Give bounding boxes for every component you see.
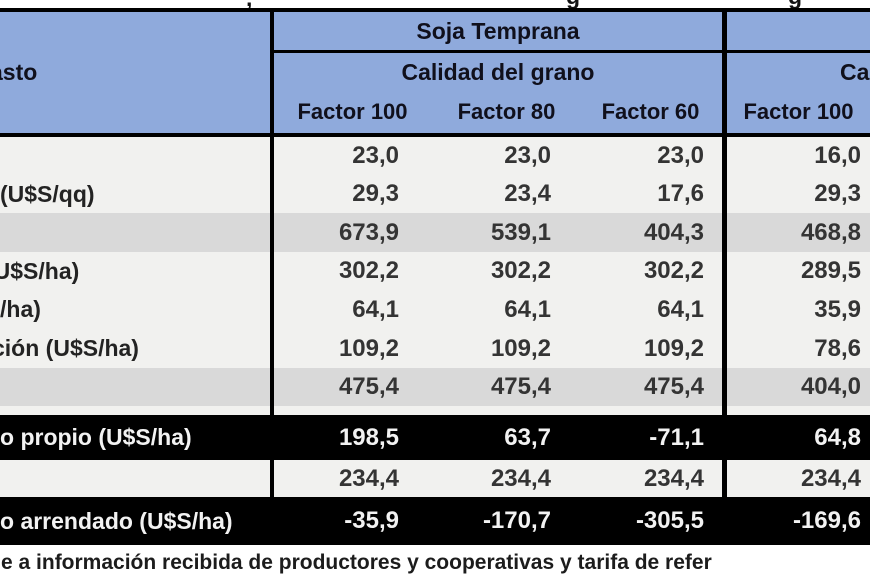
section-divider xyxy=(722,8,727,545)
cell-right-f100: 29,3 xyxy=(814,180,861,207)
row-label: /ha) xyxy=(0,296,41,322)
cell-soja-temprana-f80: 23,0 xyxy=(504,142,551,169)
row-label: (U$S/ha) xyxy=(0,257,80,284)
table-row-subtotal: 673,9 539,1 404,3 468,8 xyxy=(0,213,870,252)
column-header-factor-80: Factor 80 xyxy=(457,99,556,124)
row-label-cell xyxy=(0,460,270,497)
cell-right-f100: 35,9 xyxy=(814,295,861,323)
table-top-border xyxy=(0,8,870,12)
cell-soja-temprana-f80: 64,1 xyxy=(504,295,551,323)
cell-soja-temprana-f100: -35,9 xyxy=(344,507,399,534)
cell-soja-temprana-f60: 17,6 xyxy=(657,180,704,207)
row-label-cell: o propio (U$S/ha) xyxy=(0,415,270,460)
cropped-title-strip: , g g xyxy=(0,0,870,8)
cell-soja-temprana-f80: 234,4 xyxy=(490,464,551,492)
table-row: 23,0 23,0 23,0 16,0 xyxy=(0,137,870,175)
row-label-cell: (U$S/ha) xyxy=(0,252,270,290)
table-row-highlight: o propio (U$S/ha) 198,5 63,7 -71,1 64,8 xyxy=(0,415,870,460)
cropped-title-fragment: g xyxy=(788,0,802,8)
row-label-cell: o arrendado (U$S/ha) xyxy=(0,497,270,545)
cell-right-f100: 16,0 xyxy=(814,142,861,169)
cell-soja-temprana-f60: -71,1 xyxy=(649,423,704,451)
row-label-cell xyxy=(0,137,270,175)
column-header-factor-100: Factor 100 xyxy=(297,99,408,124)
cell-soja-temprana-f80: 23,4 xyxy=(504,180,551,207)
section-title-soja-temprana: Soja Temprana xyxy=(416,17,580,44)
cell-soja-temprana-f100: 29,3 xyxy=(352,180,399,207)
corner-header-cell: asto xyxy=(0,12,270,133)
header-bottom-border xyxy=(0,133,870,137)
row-label-cell xyxy=(0,213,270,252)
cell-soja-temprana-f80: 109,2 xyxy=(490,334,551,362)
cell-soja-temprana-f80: 475,4 xyxy=(490,373,551,400)
row-label-cell: /ha) xyxy=(0,290,270,329)
row-label-cell: (U$S/qq) xyxy=(0,175,270,213)
cell-right-f100: 404,0 xyxy=(800,373,861,400)
cell-right-f100: 289,5 xyxy=(800,257,861,284)
source-note: e a información recibida de productores … xyxy=(1,551,712,574)
cell-soja-temprana-f80: -170,7 xyxy=(482,507,551,534)
cell-soja-temprana-f60: 475,4 xyxy=(643,373,704,400)
cell-soja-temprana-f100: 198,5 xyxy=(338,423,399,451)
column-header-factor-100-right: Factor 100 xyxy=(743,99,854,124)
cell-soja-temprana-f60: 234,4 xyxy=(643,464,704,492)
table-row-subtotal: 475,4 475,4 475,4 404,0 xyxy=(0,368,870,406)
cell-soja-temprana-f80: 302,2 xyxy=(490,257,551,284)
table-row: 234,4 234,4 234,4 234,4 xyxy=(0,460,870,497)
cell-soja-temprana-f80: 63,7 xyxy=(504,423,551,451)
cell-soja-temprana-f60: 23,0 xyxy=(657,142,704,169)
table-row-highlight: o arrendado (U$S/ha) -35,9 -170,7 -305,5… xyxy=(0,497,870,545)
cell-soja-temprana-f60: 404,3 xyxy=(643,218,704,246)
table-row: ción (U$S/ha) 109,2 109,2 109,2 78,6 xyxy=(0,329,870,368)
table-row: /ha) 64,1 64,1 64,1 35,9 xyxy=(0,290,870,329)
cell-soja-temprana-f100: 64,1 xyxy=(352,295,399,323)
subtitle-right-fragment: Ca xyxy=(840,58,870,85)
cell-soja-temprana-f80: 539,1 xyxy=(490,218,551,246)
table-row: (U$S/qq) 29,3 23,4 17,6 29,3 xyxy=(0,175,870,213)
cell-soja-temprana-f100: 673,9 xyxy=(338,218,399,246)
cell-soja-temprana-f100: 23,0 xyxy=(352,142,399,169)
corner-header-label: asto xyxy=(0,59,38,85)
row-label: ción (U$S/ha) xyxy=(0,335,139,361)
label-column-divider xyxy=(270,8,274,545)
cell-soja-temprana-f60: 109,2 xyxy=(643,334,704,362)
row-label: (U$S/qq) xyxy=(0,180,95,207)
row-label-cell: ción (U$S/ha) xyxy=(0,329,270,368)
cell-soja-temprana-f100: 109,2 xyxy=(338,334,399,362)
column-header-factor-60: Factor 60 xyxy=(601,99,700,124)
row-label: o arrendado (U$S/ha) xyxy=(0,507,233,534)
cell-soja-temprana-f60: 302,2 xyxy=(643,257,704,284)
row-label-cell xyxy=(0,368,270,406)
cell-right-f100: 234,4 xyxy=(800,464,861,492)
cell-soja-temprana-f60: -305,5 xyxy=(635,507,704,534)
cell-right-f100: -169,6 xyxy=(792,507,861,534)
section-title-divider xyxy=(270,50,870,53)
cell-right-f100: 64,8 xyxy=(814,423,861,451)
row-label: o propio (U$S/ha) xyxy=(0,424,192,450)
cropped-title-fragment: g xyxy=(566,0,580,8)
cell-soja-temprana-f60: 64,1 xyxy=(657,295,704,323)
cell-soja-temprana-f100: 475,4 xyxy=(338,373,399,400)
cell-right-f100: 78,6 xyxy=(814,334,861,362)
cell-soja-temprana-f100: 234,4 xyxy=(338,464,399,492)
cell-soja-temprana-f100: 302,2 xyxy=(338,257,399,284)
table-row: (U$S/ha) 302,2 302,2 302,2 289,5 xyxy=(0,252,870,290)
cropped-title-fragment: , xyxy=(246,0,252,8)
subtitle-calidad-del-grano: Calidad del grano xyxy=(401,58,595,85)
row-spacer xyxy=(0,406,870,415)
cell-right-f100: 468,8 xyxy=(800,218,861,246)
